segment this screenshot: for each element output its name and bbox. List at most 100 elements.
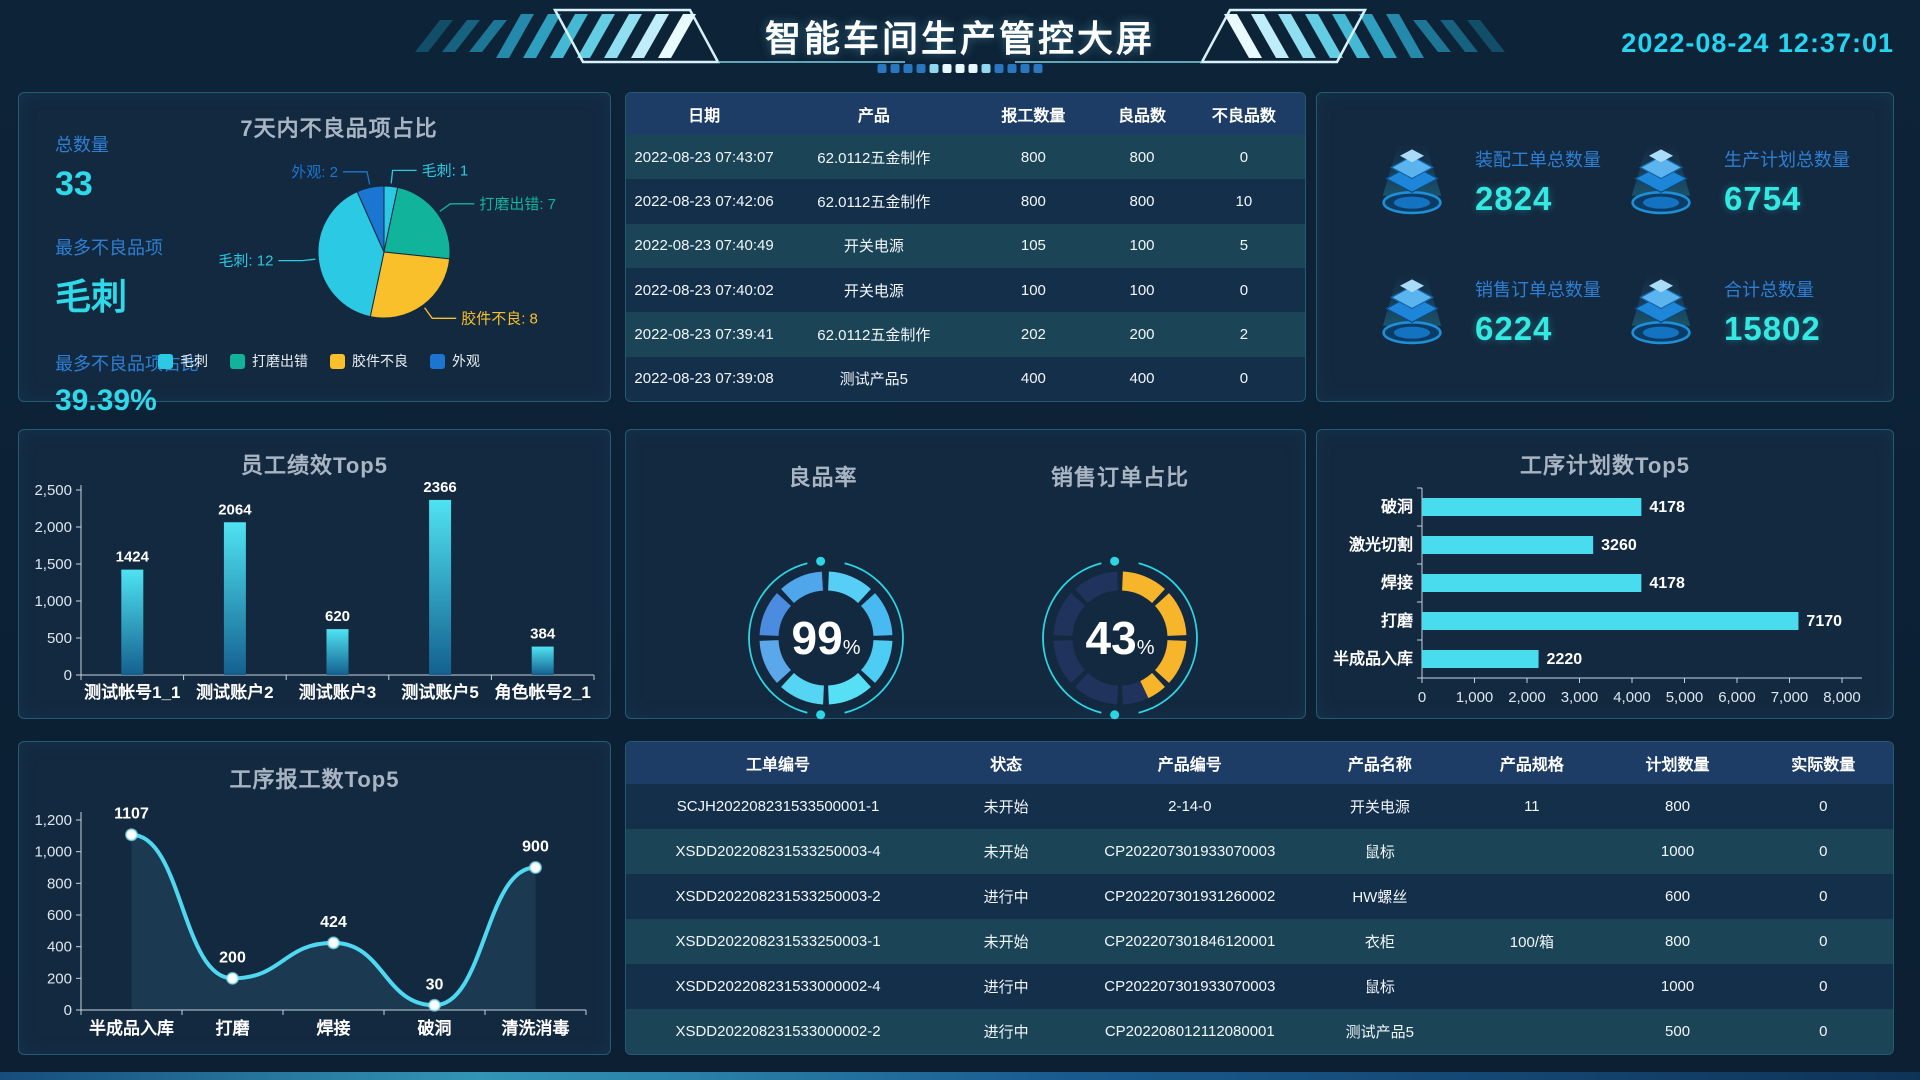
table-cell: 未开始 — [983, 799, 1029, 816]
table-cell: 鼠标 — [1364, 979, 1395, 996]
table-cell: 62.0112五金制作 — [817, 193, 931, 211]
defect-pie-chart: 毛刺: 1 打磨出错: 7 胶件不良: 8 毛刺: 12 外观: 2 — [218, 162, 556, 327]
stat-label: 生产计划总数量 — [1724, 150, 1850, 170]
table-header-row: 日期 产品 报工数量 良品数 不良品数 — [626, 93, 1305, 135]
table-cell: XSDD202208231533000002-4 — [675, 978, 881, 995]
table-row: 2022-08-23 07:40:49 开关电源 105 100 5 — [626, 223, 1305, 268]
table-cell: 500 — [1665, 1023, 1691, 1040]
order-stats-grid: 装配工单总数量 2824 生产计划总数量 6754 销售订单总数量 6224 合计总数量 15… — [1317, 93, 1893, 401]
legend-swatch — [430, 353, 445, 369]
work-order-table: 工单编号 状态 产品编号 产品名称 产品规格 计划数量 实际数量 SCJH2022082315… — [626, 742, 1893, 1054]
table-cell: 62.0112五金制作 — [817, 326, 931, 344]
table-cell: 100 — [1020, 281, 1046, 299]
table-cell: 测试产品5 — [839, 371, 908, 389]
svg-text:7170: 7170 — [1806, 613, 1842, 630]
order-stat-card: 装配工单总数量 2824 — [1369, 117, 1618, 247]
layers-icon — [1631, 144, 1691, 215]
total-count-value: 33 — [55, 165, 93, 203]
performance-bar-chart: 0 500 1,000 1,500 2,000 2,500 1424 测试帐号1_1 2064 测… — [34, 479, 595, 702]
table-body: 2022-08-23 07:43:07 62.0112五金制作 800 800 0 202… — [626, 135, 1305, 401]
svg-text:30: 30 — [426, 976, 444, 993]
stat-value: 15802 — [1724, 310, 1821, 347]
svg-text:1,000: 1,000 — [34, 844, 72, 861]
svg-text:6,000: 6,000 — [1718, 689, 1756, 706]
stat-text: 销售订单总数量 6224 — [1475, 276, 1601, 348]
table-cell: 800 — [1129, 192, 1155, 210]
svg-text:清洗消毒: 清洗消毒 — [502, 1018, 570, 1038]
column-header: 状态 — [990, 757, 1023, 774]
svg-text:1107: 1107 — [114, 806, 149, 823]
svg-text:43%: 43% — [1086, 612, 1155, 664]
page-title: 智能车间生产管控大屏 — [764, 18, 1155, 59]
table-cell: 鼠标 — [1364, 844, 1395, 861]
table-row: XSDD202208231533250003-1 未开始 CP20220730184… — [626, 919, 1893, 964]
table-cell: 进行中 — [983, 1024, 1029, 1041]
svg-text:3260: 3260 — [1601, 537, 1637, 554]
svg-text:384: 384 — [530, 626, 556, 643]
table-row: 2022-08-23 07:39:41 62.0112五金制作 202 200 2 — [626, 312, 1305, 357]
order-stats-panel: 装配工单总数量 2824 生产计划总数量 6754 销售订单总数量 6224 合计总数量 15… — [1316, 92, 1894, 402]
work-report-panel: 日期 产品 报工数量 良品数 不良品数 2022-08-23 07:43:07 62.011… — [625, 92, 1306, 402]
defect-summary: 总数量 33 最多不良品项 毛刺 最多不良品项占比 39.39% — [55, 131, 225, 418]
svg-text:4178: 4178 — [1649, 499, 1685, 516]
top-defect-label: 最多不良品项 — [55, 238, 163, 258]
stat-text: 合计总数量 15802 — [1724, 276, 1821, 348]
column-header: 计划数量 — [1645, 757, 1710, 774]
svg-text:200: 200 — [219, 949, 246, 966]
table-cell: 400 — [1020, 370, 1046, 388]
svg-text:99%: 99% — [792, 612, 861, 664]
table-row: 2022-08-23 07:40:02 开关电源 100 100 0 — [626, 267, 1305, 313]
table-cell: XSDD202208231533250003-1 — [675, 933, 881, 950]
svg-text:破洞: 破洞 — [1381, 497, 1413, 516]
table-row: XSDD202208231533000002-4 进行中 CP20220730193… — [626, 964, 1893, 1009]
svg-text:8,000: 8,000 — [1823, 689, 1861, 706]
table-cell: 开关电源 — [1349, 799, 1410, 816]
sales-gauge: 43% — [1042, 556, 1198, 720]
table-cell: XSDD202208231533250003-4 — [675, 843, 881, 860]
table-row: SCJH202208231533500001-1 未开始 2-14-0 开关电源 11 8… — [626, 784, 1893, 829]
legend-swatch — [330, 353, 345, 369]
svg-text:7,000: 7,000 — [1771, 689, 1809, 706]
process-plan-title: 工序计划数Top5 — [1520, 453, 1690, 478]
svg-text:400: 400 — [47, 939, 72, 956]
process-report-title: 工序报工数Top5 — [229, 767, 400, 792]
table-cell: 100/箱 — [1509, 934, 1554, 951]
svg-text:0: 0 — [64, 1002, 72, 1019]
svg-text:激光切割: 激光切割 — [1349, 535, 1413, 554]
legend-label: 胶件不良 — [352, 353, 408, 369]
table-cell: 800 — [1129, 148, 1155, 166]
work-report-table: 日期 产品 报工数量 良品数 不良品数 2022-08-23 07:43:07 62.011… — [626, 93, 1305, 401]
stat-text: 生产计划总数量 6754 — [1724, 146, 1850, 218]
legend-label: 打磨出错 — [252, 353, 308, 369]
layers-icon — [1382, 144, 1442, 215]
svg-text:测试账户3: 测试账户3 — [299, 682, 376, 702]
stat-label: 合计总数量 — [1724, 280, 1814, 300]
table-cell: 800 — [1665, 933, 1691, 950]
stat-label: 销售订单总数量 — [1475, 280, 1601, 300]
legend-label: 毛刺 — [180, 353, 208, 369]
table-cell: 2022-08-23 07:40:49 — [634, 237, 774, 255]
svg-text:打磨: 打磨 — [216, 1018, 251, 1038]
table-cell: 800 — [1020, 192, 1046, 210]
svg-text:半成品入库: 半成品入库 — [89, 1018, 174, 1038]
column-header: 产品规格 — [1499, 757, 1564, 774]
table-row: 2022-08-23 07:39:08 测试产品5 400 400 0 — [626, 356, 1305, 401]
table-cell: 开关电源 — [843, 238, 904, 256]
table-cell: 2022-08-23 07:39:08 — [634, 370, 774, 388]
legend-item: 毛刺 — [158, 351, 208, 371]
table-cell: 10 — [1235, 192, 1253, 210]
column-header: 报工数量 — [1001, 108, 1066, 125]
table-cell: 0 — [1819, 1023, 1828, 1040]
table-cell: 1000 — [1660, 843, 1695, 860]
process-plan-panel: 工序计划数Top5 0 1,000 2,000 3,000 4,000 5,000 6,00… — [1316, 429, 1894, 719]
order-stat-card: 合计总数量 15802 — [1618, 247, 1867, 377]
table-row: XSDD202208231533000002-2 进行中 CP20220801211… — [626, 1009, 1893, 1054]
table-row: 2022-08-23 07:42:06 62.0112五金制作 800 800 10 — [626, 179, 1305, 224]
order-stat-card: 销售订单总数量 6224 — [1369, 247, 1618, 377]
table-cell: 进行中 — [983, 979, 1029, 996]
table-cell: XSDD202208231533250003-2 — [675, 888, 881, 905]
table-cell: 800 — [1665, 798, 1691, 815]
table-cell: 105 — [1020, 237, 1046, 255]
table-cell: XSDD202208231533000002-2 — [675, 1023, 881, 1040]
legend-item: 打磨出错 — [230, 351, 308, 371]
